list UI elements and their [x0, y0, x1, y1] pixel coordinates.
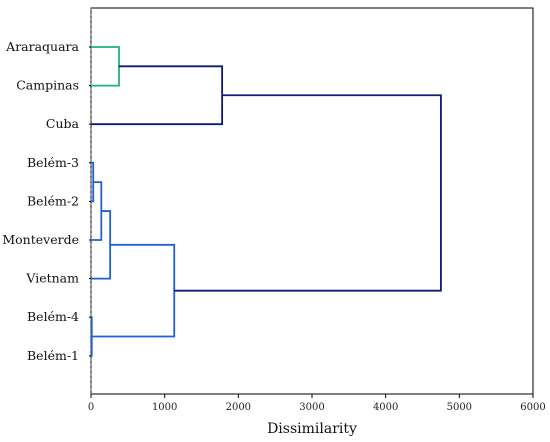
x-tick-label: 5000	[447, 402, 472, 413]
merge-link	[91, 46, 120, 87]
leaf-label: Monteverde	[2, 232, 79, 247]
x-tick-label: 3000	[299, 402, 324, 413]
leaf-labels: Araraquara Campinas Cuba Belém-3 Belém-2 Mont…	[2, 39, 91, 363]
x-axis-title: Dissimilarity	[267, 421, 357, 437]
merge-link	[174, 94, 442, 292]
merge-link	[91, 243, 176, 338]
leaf-label: Cuba	[46, 116, 80, 131]
x-axis-ticks: 0 1000 2000 3000 4000 5000 6000	[88, 394, 546, 413]
leaf-label: Araraquara	[5, 39, 79, 54]
x-tick-label: 0	[88, 402, 94, 413]
merge-link	[90, 316, 93, 357]
x-tick-label: 1000	[152, 402, 177, 413]
leaf-label: Belém-2	[27, 193, 79, 208]
leaf-label: Belém-4	[27, 309, 79, 324]
x-tick-label: 2000	[226, 402, 251, 413]
dendrogram-links	[90, 8, 442, 394]
x-tick-label: 6000	[520, 402, 545, 413]
leaf-label: Vietnam	[25, 271, 79, 286]
merge-link	[91, 65, 224, 126]
x-tick-label: 4000	[373, 402, 398, 413]
leaf-label: Belém-1	[27, 348, 79, 363]
leaf-label: Belém-3	[27, 155, 79, 170]
leaf-label: Campinas	[16, 78, 79, 93]
